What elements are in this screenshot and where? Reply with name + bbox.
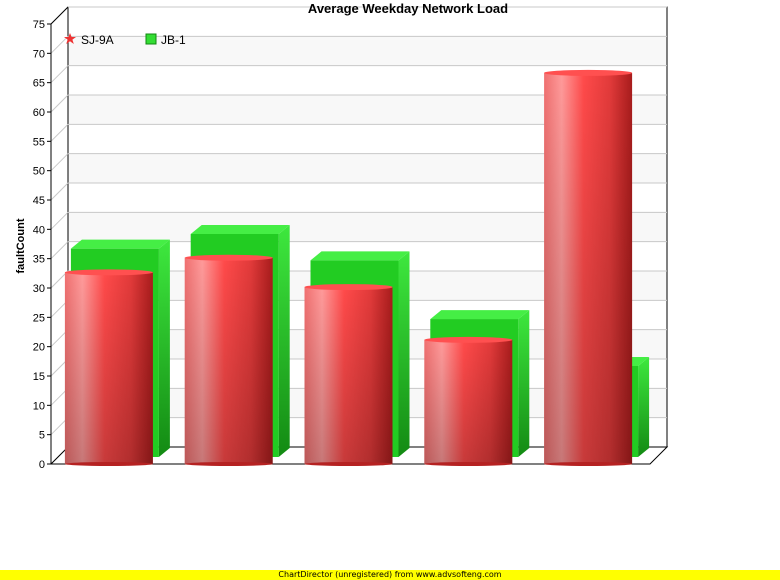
bar-sj9a-cap [424,336,513,343]
y-tick-label: 70 [33,48,45,60]
gridline-depth [50,94,69,113]
gridline-depth [50,123,69,142]
gridline-depth [50,182,69,201]
gridline-depth [50,65,69,84]
bar-sj9a-base [424,462,513,466]
bar-jb1-side [638,357,650,457]
y-tick-label: 65 [33,78,45,90]
y-tick-label: 40 [33,224,45,236]
y-tick-label: 55 [33,136,45,148]
legend-swatch-jb1 [145,33,157,45]
gridline-depth [50,35,69,54]
y-tick-label: 30 [33,283,45,295]
y-tick-label: 45 [33,195,45,207]
bar-sj9a-base [304,462,393,466]
bar-jb1-side [398,251,410,457]
bars [64,69,650,466]
bar-sj9a-cap [64,269,153,276]
legend-swatch-sj9a [64,33,76,44]
gridline-depth [50,241,69,260]
y-tick-label: 20 [33,342,45,354]
bar-sj9a-shade [184,257,273,464]
bar-sj9a-base [544,462,633,466]
plot-band [68,36,667,66]
y-tick-label: 35 [33,254,45,266]
y-tick-label: 0 [39,459,45,471]
bar-sj9a-cap [544,69,633,76]
y-tick-label: 5 [39,430,45,442]
bar-jb1-side [278,225,290,457]
y-tick-label: 75 [33,19,45,31]
bar-jb1-top [70,239,170,249]
bar-sj9a-base [184,462,273,466]
bar-sj9a-cap [184,254,273,261]
footer-banner: ChartDirector (unregistered) from www.ad… [0,570,780,580]
plot-band [68,7,667,37]
bar-jb1-side [518,310,530,457]
y-tick-label: 50 [33,166,45,178]
y-tick-label: 15 [33,371,45,383]
bar-sj9a-shade [64,272,153,464]
bar-sj9a-shade [304,287,393,464]
y-tick-label: 60 [33,107,45,119]
bar-jb1-top [190,225,290,234]
legend-label-jb1: JB-1 [161,33,186,47]
bar-jb1-top [310,251,410,261]
bar-sj9a-shade [424,339,513,464]
legend: SJ-9A JB-1 [64,33,186,47]
y-tick-label: 10 [33,400,45,412]
legend-label-sj9a: SJ-9A [81,33,114,47]
gridline-depth [50,211,69,230]
y-axis-top [50,6,69,25]
bar-sj9a-shade [544,72,633,464]
gridline-depth [50,153,69,172]
y-axis-label: faultCount [15,218,27,273]
bar-sj9a-base [64,462,153,466]
y-tick-label: 25 [33,312,45,324]
chart-title: Average Weekday Network Load [308,1,508,16]
bar-jb1-side [158,239,170,457]
bar-jb1-top [430,310,530,320]
bar-sj9a-cap [304,284,393,291]
